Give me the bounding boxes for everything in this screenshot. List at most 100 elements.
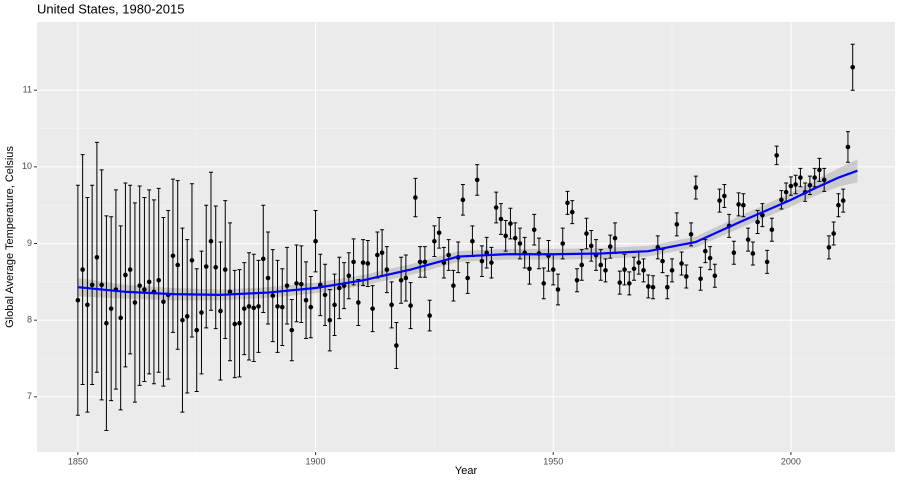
point (788, 183, 794, 189)
point (636, 260, 642, 265)
point (180, 317, 185, 323)
point (698, 276, 703, 282)
x-tick-label: 1850 (68, 456, 88, 466)
point (298, 281, 304, 287)
x-tick-label: 2000 (781, 456, 801, 466)
point (327, 317, 333, 323)
point (346, 273, 352, 279)
point (560, 241, 566, 246)
point (156, 278, 161, 283)
point (617, 280, 623, 285)
point (237, 320, 242, 326)
point (626, 281, 632, 286)
point (793, 182, 798, 187)
point (517, 241, 523, 246)
point (798, 175, 803, 180)
point (717, 198, 722, 203)
point (142, 287, 147, 292)
point (389, 302, 394, 308)
point (313, 238, 318, 244)
point (645, 284, 651, 289)
point (489, 260, 494, 265)
point (308, 304, 314, 310)
point (660, 258, 665, 264)
chart-title: United States, 1980-2015 (37, 1, 184, 16)
point (760, 212, 765, 218)
y-tick-label: 7 (27, 391, 32, 401)
point (817, 167, 822, 173)
point (779, 197, 784, 203)
point (265, 275, 271, 281)
point (270, 293, 276, 298)
point (289, 327, 295, 333)
point (446, 252, 451, 258)
point (118, 315, 123, 321)
point (840, 198, 846, 203)
y-tick-label: 11 (23, 85, 32, 95)
point (745, 237, 751, 242)
point (665, 284, 670, 290)
y-tick-label: 8 (27, 315, 32, 325)
point (712, 273, 718, 279)
point (199, 310, 204, 315)
point (484, 250, 489, 256)
point (384, 267, 390, 272)
panel (37, 22, 895, 452)
point (175, 262, 181, 268)
point (408, 303, 413, 308)
point (831, 231, 836, 236)
point (413, 195, 418, 200)
point (322, 292, 328, 298)
point (631, 266, 637, 272)
point (474, 177, 480, 183)
point (146, 279, 152, 285)
point (498, 216, 504, 222)
point (584, 231, 589, 236)
point (821, 177, 827, 183)
point (108, 306, 114, 311)
point (279, 304, 285, 310)
point (351, 259, 356, 265)
point (222, 267, 228, 272)
point (707, 255, 713, 261)
point (417, 259, 423, 265)
point (294, 281, 299, 286)
point (436, 230, 442, 236)
point (612, 235, 618, 241)
point (360, 260, 366, 265)
point (588, 243, 594, 249)
point (527, 266, 532, 272)
point (764, 259, 770, 265)
point (422, 259, 428, 265)
point (555, 287, 561, 292)
point (693, 185, 699, 190)
point (807, 182, 813, 188)
point (703, 248, 708, 254)
point (774, 153, 779, 158)
point (80, 267, 85, 272)
point (836, 202, 841, 208)
point (194, 327, 200, 333)
point (137, 283, 142, 288)
point (769, 227, 775, 233)
point (465, 275, 470, 281)
point (650, 284, 656, 290)
y-tick-label: 10 (22, 161, 32, 171)
point (850, 64, 855, 70)
point (598, 262, 604, 268)
point (493, 205, 499, 210)
point (127, 267, 133, 272)
point (722, 193, 727, 199)
point (284, 283, 290, 288)
point (550, 267, 556, 272)
point (123, 272, 128, 278)
point (541, 281, 547, 286)
point (232, 321, 238, 327)
point (669, 268, 675, 273)
point (574, 278, 580, 283)
point (246, 304, 252, 309)
point (75, 297, 81, 303)
point (607, 244, 613, 249)
